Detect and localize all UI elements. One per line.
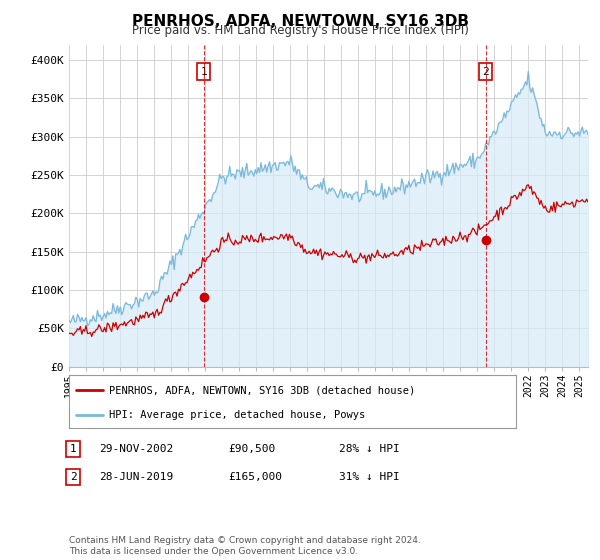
Text: £90,500: £90,500 <box>228 444 275 454</box>
Text: 1: 1 <box>70 444 77 454</box>
Text: 2: 2 <box>482 67 489 77</box>
Text: 1: 1 <box>200 67 207 77</box>
Text: 28-JUN-2019: 28-JUN-2019 <box>99 472 173 482</box>
Text: 2: 2 <box>70 472 77 482</box>
Text: Price paid vs. HM Land Registry's House Price Index (HPI): Price paid vs. HM Land Registry's House … <box>131 24 469 37</box>
Text: PENRHOS, ADFA, NEWTOWN, SY16 3DB (detached house): PENRHOS, ADFA, NEWTOWN, SY16 3DB (detach… <box>109 385 415 395</box>
Text: 28% ↓ HPI: 28% ↓ HPI <box>339 444 400 454</box>
Text: £165,000: £165,000 <box>228 472 282 482</box>
Text: Contains HM Land Registry data © Crown copyright and database right 2024.
This d: Contains HM Land Registry data © Crown c… <box>69 536 421 556</box>
Text: PENRHOS, ADFA, NEWTOWN, SY16 3DB: PENRHOS, ADFA, NEWTOWN, SY16 3DB <box>131 14 469 29</box>
Text: 29-NOV-2002: 29-NOV-2002 <box>99 444 173 454</box>
Text: 31% ↓ HPI: 31% ↓ HPI <box>339 472 400 482</box>
Text: HPI: Average price, detached house, Powys: HPI: Average price, detached house, Powy… <box>109 410 365 420</box>
